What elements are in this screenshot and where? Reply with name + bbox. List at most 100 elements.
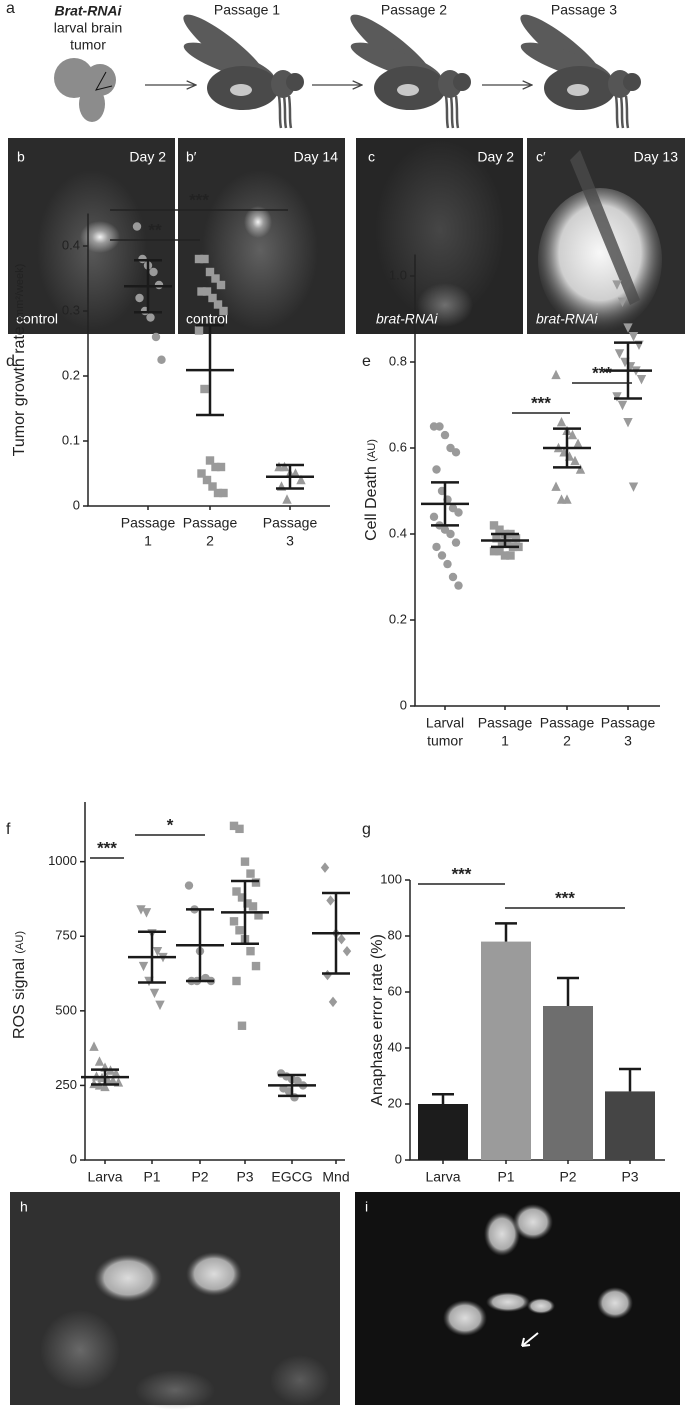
y-tick-label: 1.0 [389,267,407,282]
dot [489,521,499,530]
chart: d 0 0.1 0.2 0.3 0.4 Tumor growth rate (mm²/wee… [6,190,330,549]
y-axis-label: Cell Death (AU) [363,439,380,541]
dot [446,529,455,539]
x-tick-label: P3 [621,1169,638,1185]
dot [200,384,209,394]
y-axis-label-unit: (mm²/week) [14,264,26,322]
chart: f 0 250 500 750 1000 ROS signal (AU) Larva P1 P2 P… [6,802,360,1185]
dot [628,332,639,342]
dot [282,494,292,504]
y-axis-label-text: ROS signal [11,958,28,1039]
dot [202,475,212,485]
dot [495,525,504,534]
dot [254,911,263,920]
x-tick-label: Larva [87,1169,122,1185]
significance-label: *** [592,363,612,382]
x-tick-label: P2 [191,1169,208,1185]
y-tick-label: 1000 [48,853,77,868]
tumor-label: larval brain [54,20,122,36]
dot [219,488,228,498]
bar [481,941,531,1160]
dot [511,534,521,543]
dot [337,934,346,945]
x-tick-label: Passage [183,515,238,531]
panel-label: e [362,353,371,370]
y-tick-label: 40 [388,1039,402,1054]
dot [326,895,335,906]
x-tick-label: 1 [144,533,152,549]
dot [623,323,633,333]
dot [243,899,252,908]
arrow [521,1332,539,1347]
dot [246,869,255,878]
x-tick-label: Larva [425,1169,460,1185]
dot [108,1075,118,1086]
dot [197,469,206,478]
tumor-label: Brat-RNAi [55,3,123,19]
dot [432,542,441,552]
y-tick-label: 500 [55,1002,77,1017]
dot [451,448,461,457]
x-tick-label: Mnd [322,1169,349,1185]
dot [151,332,161,342]
panel-label: c′ [536,149,546,165]
panel-label: c [368,149,375,165]
dot [216,280,226,290]
y-tick-label: 20 [388,1095,402,1110]
dot [194,326,204,335]
bar [543,1006,593,1160]
dot [155,1000,165,1011]
dot [495,547,504,556]
x-tick-label: Passage [478,715,533,731]
dot [489,547,499,556]
x-tick-label: Passage [540,715,595,731]
dot [157,355,166,364]
y-tick-label: 250 [55,1077,77,1092]
significance-label: *** [452,864,472,883]
y-tick-label: 0.6 [389,439,407,454]
dot [492,534,501,543]
dot [567,429,578,440]
arrow [521,1337,531,1347]
photo-row: b Day 2 control b′ Day 14 control c Day … [8,138,685,334]
x-tick-label: 3 [624,733,632,749]
day-label: Day 2 [477,149,514,165]
dot [570,455,580,466]
dot [440,430,450,440]
dot [136,905,146,915]
y-tick-label: 60 [388,983,402,998]
dot [246,946,255,956]
panel-label: g [362,821,371,838]
dot [149,988,160,999]
panel-label: i [365,1199,368,1215]
y-tick-label: 0.8 [389,353,407,368]
dot [216,462,226,472]
genotype-label: control [186,311,228,327]
x-tick-label: Passage [601,715,656,731]
dot [197,287,206,296]
passage-label: Passage 3 [551,2,617,18]
y-tick-label: 0.2 [389,611,407,626]
x-tick-label: 1 [501,733,509,749]
dot [232,976,241,986]
dot [437,551,447,560]
dot [290,468,301,478]
dot [454,508,463,517]
bar [418,1104,468,1160]
x-tick-label: P1 [143,1169,160,1185]
tumor-label: tumor [70,37,106,53]
dot [138,254,147,264]
chart: e 0 0.2 0.4 0.6 0.8 1.0 Cell Death (AU) Larval tu… [362,254,660,749]
significance-label: ** [148,220,162,239]
dot [435,422,444,431]
x-tick-label: P2 [559,1169,576,1185]
panel-label: d [6,353,15,370]
y-axis-label: Anaphase error rate (%) [369,934,386,1106]
dot [612,392,622,402]
fly [512,5,643,130]
x-tick-label: 3 [286,533,294,549]
genotype-label: brat-RNAi [536,311,598,327]
dot [240,857,250,866]
day-label: Day 2 [129,149,166,165]
dot [503,538,512,547]
